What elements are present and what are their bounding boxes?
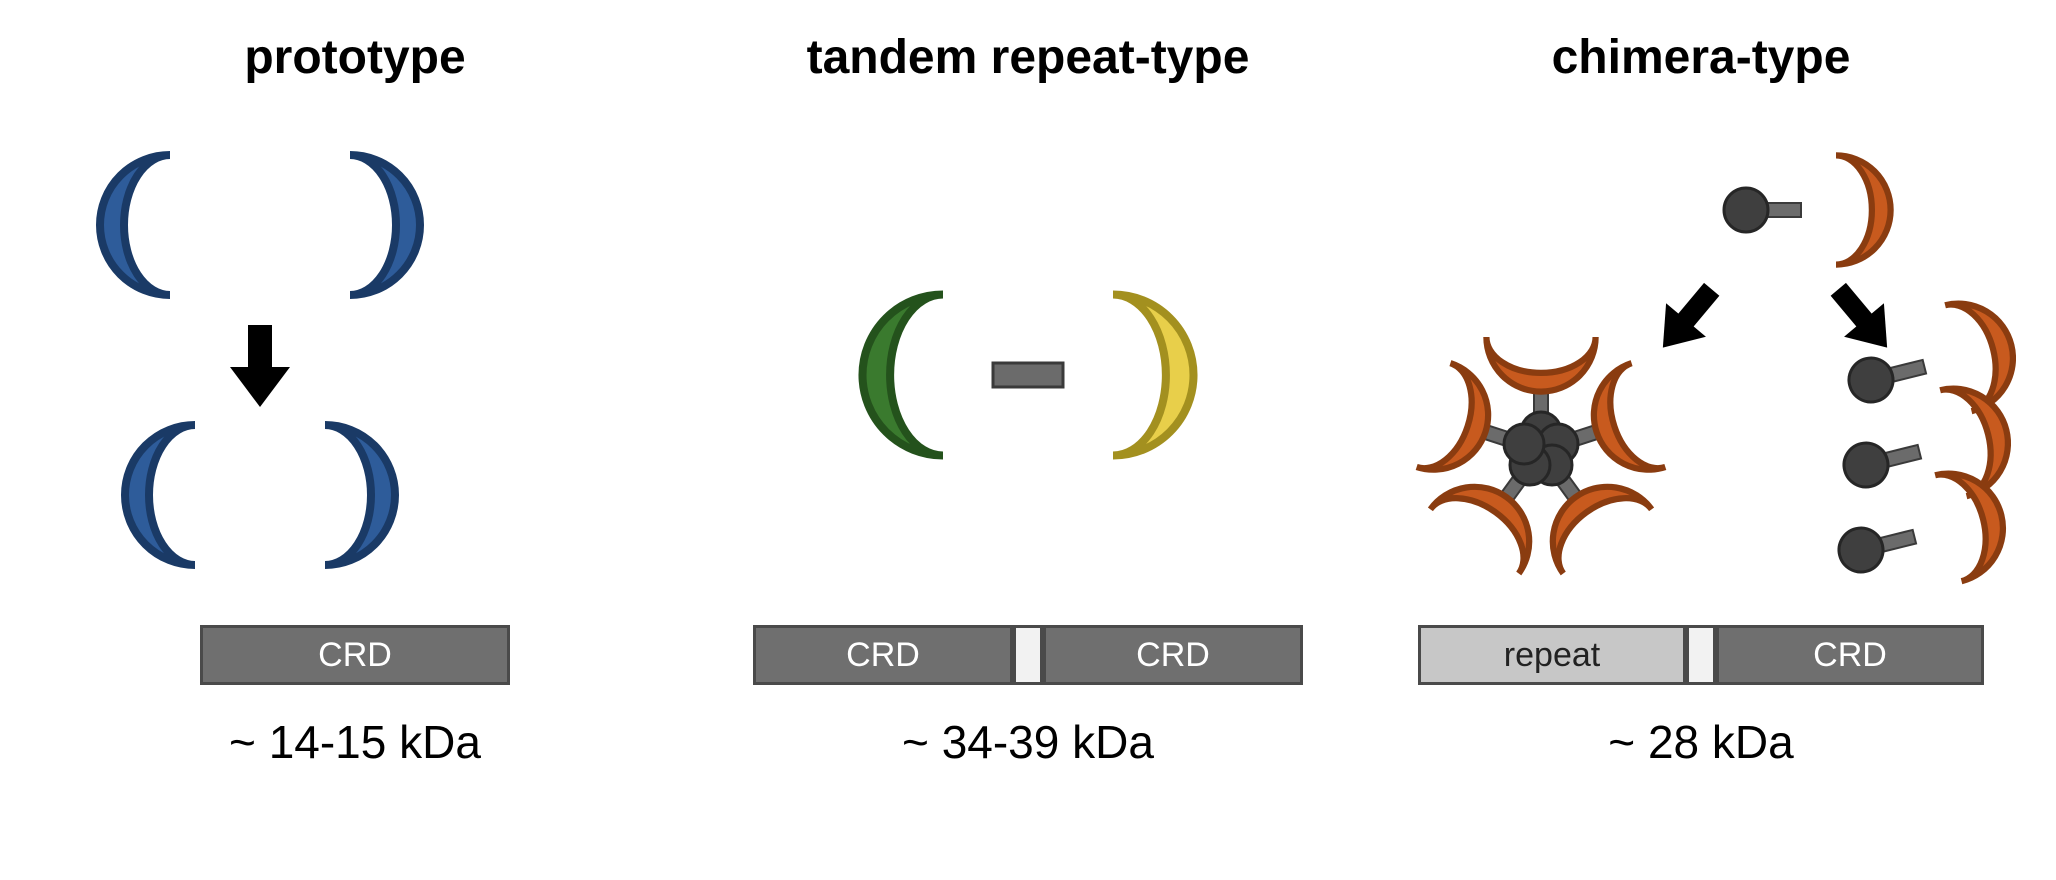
crescent-icon	[863, 295, 944, 456]
title-prototype: prototype	[244, 30, 465, 85]
bar-segment-crd: CRD	[753, 625, 1013, 685]
arrow-icon	[1643, 273, 1732, 365]
chimera-stack	[1826, 292, 2016, 608]
weight-tandem: ~ 34-39 kDa	[902, 715, 1154, 769]
bar-segment-crd: CRD	[1043, 625, 1303, 685]
crescent-icon	[350, 155, 420, 295]
crescent-icon	[1113, 295, 1194, 456]
diagram-tandem	[713, 95, 1343, 615]
weight-prototype: ~ 14-15 kDa	[229, 715, 481, 769]
figure-container: prototype	[0, 0, 2056, 880]
arrow-icon	[1818, 273, 1907, 365]
panel-tandem: tandem repeat-type CRD CRD ~ 34-39 kDa	[713, 30, 1343, 860]
panel-chimera: chimera-type	[1386, 30, 2016, 860]
diagram-prototype	[40, 95, 670, 615]
linker-icon	[993, 363, 1063, 387]
panel-prototype: prototype	[40, 30, 670, 860]
chimera-monomer	[1724, 155, 1891, 264]
chimera-pentamer	[1417, 337, 1666, 574]
domain-bar-tandem: CRD CRD	[753, 625, 1303, 685]
bar-segment-crd: CRD	[1716, 625, 1984, 685]
domain-bar-chimera: repeat CRD	[1418, 625, 1984, 685]
svg-tandem	[713, 95, 1343, 615]
arrow-down-icon	[230, 325, 290, 407]
domain-bar-prototype: CRD	[200, 625, 510, 685]
weight-chimera: ~ 28 kDa	[1608, 715, 1793, 769]
crescent-icon	[125, 425, 195, 565]
crescent-icon	[325, 425, 395, 565]
title-tandem: tandem repeat-type	[807, 30, 1250, 85]
svg-chimera	[1386, 95, 2016, 615]
crescent-icon	[100, 155, 170, 295]
bar-segment-crd: CRD	[200, 625, 510, 685]
svg-prototype	[40, 95, 670, 615]
bar-gap	[1013, 625, 1043, 685]
bar-gap	[1686, 625, 1716, 685]
title-chimera: chimera-type	[1552, 30, 1851, 85]
bar-segment-repeat: repeat	[1418, 625, 1686, 685]
diagram-chimera	[1386, 95, 2016, 615]
